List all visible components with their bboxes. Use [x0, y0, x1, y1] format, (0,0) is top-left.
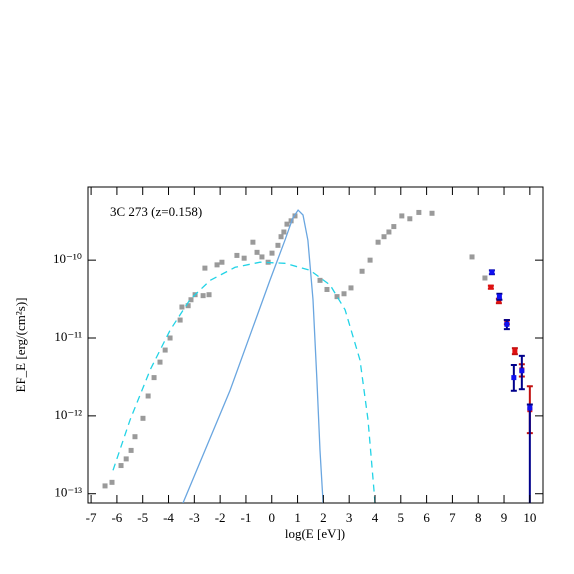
- data-point: [241, 255, 247, 261]
- x-tick-label: 8: [475, 510, 482, 525]
- data-point: [317, 277, 323, 283]
- x-tick-label: 7: [449, 510, 456, 525]
- data-point: [348, 285, 354, 291]
- y-tick-label: 10⁻¹⁰: [53, 251, 82, 266]
- data-point: [185, 303, 191, 309]
- annotation: 3C 273 (z=0.158): [110, 204, 202, 219]
- data-point: [519, 368, 525, 374]
- x-tick-label: 1: [294, 510, 301, 525]
- x-tick-label: -2: [215, 510, 226, 525]
- y-tick-label: 10⁻¹¹: [54, 329, 82, 344]
- plot-area: [102, 209, 533, 503]
- data-point: [469, 254, 475, 260]
- data-point: [482, 275, 488, 281]
- data-point: [429, 210, 435, 216]
- data-point: [259, 254, 265, 260]
- data-point: [250, 239, 256, 245]
- data-point: [162, 347, 168, 353]
- x-tick-label: -4: [163, 510, 174, 525]
- data-point: [140, 415, 146, 421]
- data-point: [275, 242, 281, 248]
- data-point: [254, 249, 260, 255]
- data-point: [284, 221, 290, 227]
- x-tick-label: -1: [241, 510, 252, 525]
- data-point: [102, 483, 108, 489]
- model-curve: [112, 261, 376, 503]
- data-point: [386, 229, 392, 235]
- data-point: [399, 213, 405, 219]
- y-tick-label: 10⁻¹²: [54, 407, 82, 422]
- data-point: [334, 294, 340, 300]
- data-point: [375, 239, 381, 245]
- data-point: [128, 447, 134, 453]
- data-point: [269, 250, 275, 256]
- data-point: [324, 286, 330, 292]
- plot-frame: [87, 186, 544, 504]
- data-point: [109, 479, 115, 485]
- x-tick-label: 6: [423, 510, 430, 525]
- x-tick-label: -3: [189, 510, 200, 525]
- data-point: [145, 393, 151, 399]
- data-point: [200, 293, 206, 299]
- x-tick-label: -6: [111, 510, 122, 525]
- data-point: [288, 218, 294, 224]
- data-point: [281, 229, 287, 235]
- data-point: [416, 209, 422, 215]
- data-point: [202, 265, 208, 271]
- data-point: [206, 292, 212, 298]
- data-point: [118, 463, 124, 469]
- x-tick-label: 3: [346, 510, 353, 525]
- data-point: [188, 297, 194, 303]
- data-point: [341, 291, 347, 297]
- data-point: [177, 317, 183, 323]
- x-tick-label: 0: [269, 510, 276, 525]
- data-point: [504, 321, 510, 327]
- data-point: [292, 213, 298, 219]
- data-point: [157, 359, 163, 365]
- data-point: [123, 456, 129, 462]
- data-point: [151, 375, 157, 381]
- data-point: [234, 252, 240, 258]
- data-point: [132, 434, 138, 440]
- x-tick-label: 2: [320, 510, 327, 525]
- data-point: [527, 405, 533, 411]
- data-point: [489, 269, 495, 275]
- data-point: [359, 268, 365, 274]
- y-tick-label: 10⁻¹³: [54, 485, 82, 500]
- data-point: [179, 304, 185, 310]
- x-tick-label: -5: [137, 510, 148, 525]
- data-point: [512, 348, 518, 354]
- x-axis-label: log(E [eV]): [285, 526, 345, 541]
- model-curve: [182, 209, 324, 503]
- data-point: [391, 224, 397, 230]
- x-tick-label: 10: [523, 510, 536, 525]
- data-point: [496, 298, 502, 304]
- x-tick-label: -7: [86, 510, 97, 525]
- data-point: [381, 234, 387, 240]
- data-point: [214, 262, 220, 268]
- data-point: [511, 375, 517, 381]
- data-point: [496, 294, 502, 300]
- data-point: [219, 259, 225, 265]
- x-tick-label: 9: [501, 510, 508, 525]
- x-tick-label: 5: [398, 510, 405, 525]
- x-tick-label: 4: [372, 510, 379, 525]
- data-point: [407, 216, 413, 222]
- data-point: [167, 335, 173, 341]
- data-point: [278, 234, 284, 240]
- y-axis-label: EF_E [erg/(cm²s)]: [13, 298, 28, 393]
- data-point: [367, 257, 373, 263]
- data-point: [488, 284, 494, 290]
